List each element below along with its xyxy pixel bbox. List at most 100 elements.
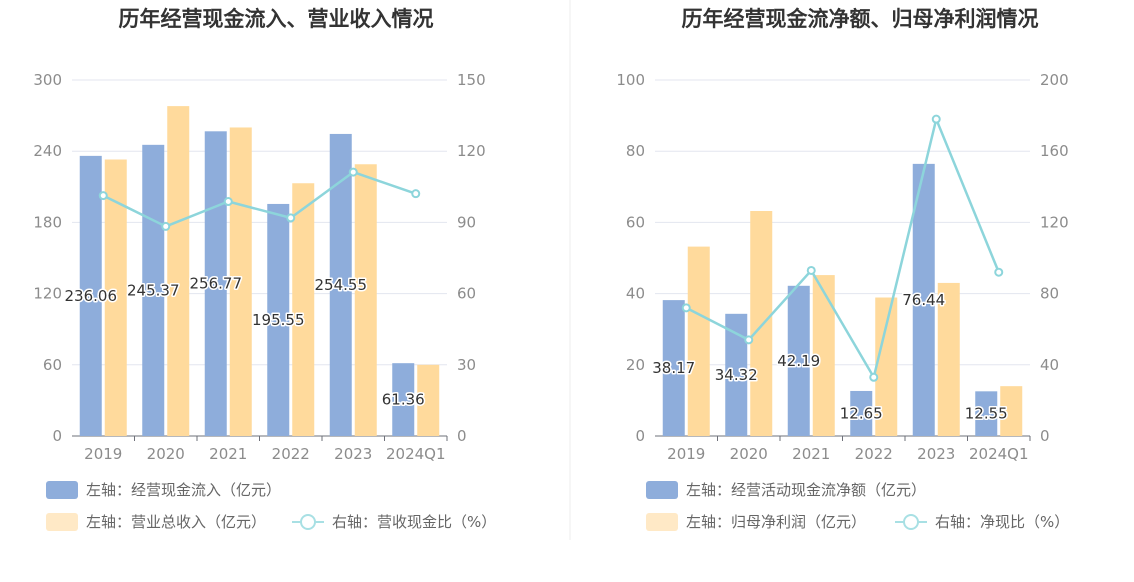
- chart-title: 历年经营现金流入、营业收入情况: [119, 7, 434, 31]
- bar[interactable]: [937, 282, 960, 436]
- legend-swatch[interactable]: [646, 513, 678, 531]
- left-axis-tick-label: 0: [52, 427, 62, 445]
- legend-swatch[interactable]: [646, 481, 678, 499]
- bar[interactable]: [104, 159, 127, 437]
- bar-data-label: 38.17: [652, 359, 695, 377]
- bar[interactable]: [912, 163, 935, 436]
- line-point[interactable]: [223, 197, 233, 207]
- left-axis-tick-label: 120: [33, 285, 62, 303]
- bar[interactable]: [662, 300, 685, 436]
- line-point[interactable]: [869, 372, 879, 382]
- right-axis-tick-label: 160: [1040, 142, 1069, 160]
- bar-data-label: 12.65: [840, 404, 883, 422]
- bar[interactable]: [725, 313, 748, 436]
- legend-swatch[interactable]: [46, 481, 78, 499]
- legend-marker: [300, 514, 316, 530]
- line-point[interactable]: [994, 267, 1004, 277]
- bar-data-label: 12.55: [965, 405, 1008, 423]
- x-axis-category-label: 2024Q1: [386, 445, 446, 463]
- legend-label[interactable]: 左轴：经营活动现金流净额（亿元）: [686, 481, 926, 499]
- bar-data-label: 256.77: [190, 275, 243, 293]
- bar[interactable]: [750, 211, 773, 436]
- bar[interactable]: [1000, 386, 1023, 436]
- line-point[interactable]: [286, 213, 296, 223]
- left-axis-tick-label: 40: [626, 285, 645, 303]
- bar[interactable]: [875, 297, 898, 436]
- bar[interactable]: [79, 155, 102, 436]
- bar[interactable]: [687, 246, 710, 436]
- bar-data-label: 195.55: [252, 311, 305, 329]
- right-axis-tick-label: 30: [457, 356, 476, 374]
- right-axis-tick-label: 90: [457, 213, 476, 231]
- bar[interactable]: [167, 106, 190, 437]
- line-point[interactable]: [744, 335, 754, 345]
- legend-label[interactable]: 左轴：营业总收入（亿元）: [86, 513, 266, 531]
- line-point[interactable]: [681, 303, 691, 313]
- chart-cash-inflow-revenue: 历年经营现金流入、营业收入情况 0 60 120 180 240 300 0 30 60 90 12…: [33, 7, 496, 531]
- bar[interactable]: [787, 285, 810, 436]
- bar[interactable]: [850, 390, 873, 436]
- bar[interactable]: [354, 164, 377, 436]
- bar-data-label: 61.36: [382, 391, 425, 409]
- bar-data-label: 236.06: [65, 287, 118, 305]
- line-point[interactable]: [348, 167, 358, 177]
- legend-marker: [903, 514, 919, 530]
- x-axis-category-label: 2021: [209, 445, 247, 463]
- bar[interactable]: [292, 183, 315, 436]
- left-axis-tick-label: 100: [616, 71, 645, 89]
- bar-data-label: 254.55: [315, 276, 368, 294]
- legend-label[interactable]: 左轴：归母净利润（亿元）: [686, 513, 866, 531]
- chart-net-cash-flow-profit: 历年经营现金流净额、归母净利润情况 0 20 40 60 80 100 0 40 80 120 16…: [616, 7, 1069, 531]
- x-axis-category-label: 2019: [84, 445, 122, 463]
- bar[interactable]: [267, 203, 290, 436]
- right-axis-tick-label: 120: [457, 142, 486, 160]
- bar[interactable]: [417, 364, 440, 436]
- x-axis-category-label: 2023: [334, 445, 372, 463]
- bar-data-label: 34.32: [715, 366, 758, 384]
- line-point[interactable]: [98, 191, 108, 201]
- line-point[interactable]: [931, 114, 941, 124]
- right-axis-tick-label: 80: [1040, 285, 1059, 303]
- x-axis-category-label: 2019: [667, 445, 705, 463]
- bar-data-label: 76.44: [902, 291, 945, 309]
- bar-data-label: 42.19: [777, 352, 820, 370]
- left-axis-tick-label: 20: [626, 356, 645, 374]
- x-axis-category-label: 2020: [147, 445, 185, 463]
- legend-swatch[interactable]: [46, 513, 78, 531]
- bar[interactable]: [812, 275, 835, 436]
- right-axis-tick-label: 40: [1040, 356, 1059, 374]
- right-axis-tick-label: 120: [1040, 213, 1069, 231]
- right-axis-tick-label: 150: [457, 71, 486, 89]
- left-axis-tick-label: 180: [33, 213, 62, 231]
- legend-label[interactable]: 右轴：营收现金比（%）: [332, 513, 496, 531]
- x-axis-category-label: 2024Q1: [969, 445, 1029, 463]
- x-axis-category-label: 2022: [272, 445, 310, 463]
- x-axis-category-label: 2021: [792, 445, 830, 463]
- left-axis-tick-label: 240: [33, 142, 62, 160]
- left-axis-tick-label: 0: [635, 427, 645, 445]
- line-point[interactable]: [806, 265, 816, 275]
- right-axis-tick-label: 200: [1040, 71, 1069, 89]
- x-axis-category-label: 2020: [730, 445, 768, 463]
- legend-label[interactable]: 左轴：经营现金流入（亿元）: [86, 481, 281, 499]
- left-axis-tick-label: 300: [33, 71, 62, 89]
- x-axis-category-label: 2022: [855, 445, 893, 463]
- left-axis-tick-label: 60: [43, 356, 62, 374]
- bar-data-label: 245.37: [127, 281, 180, 299]
- bar[interactable]: [392, 363, 415, 436]
- line-series: [102, 170, 417, 228]
- left-axis-tick-label: 80: [626, 142, 645, 160]
- legend-label[interactable]: 右轴：净现比（%）: [935, 513, 1069, 531]
- right-axis-tick-label: 60: [457, 285, 476, 303]
- right-axis-tick-label: 0: [1040, 427, 1050, 445]
- x-axis-category-label: 2023: [917, 445, 955, 463]
- right-axis-tick-label: 0: [457, 427, 467, 445]
- chart-title: 历年经营现金流净额、归母净利润情况: [682, 7, 1039, 31]
- bar[interactable]: [975, 391, 998, 436]
- line-point[interactable]: [411, 189, 421, 199]
- bar[interactable]: [329, 133, 352, 436]
- line-series: [685, 117, 1000, 379]
- left-axis-tick-label: 60: [626, 213, 645, 231]
- line-point[interactable]: [161, 221, 171, 231]
